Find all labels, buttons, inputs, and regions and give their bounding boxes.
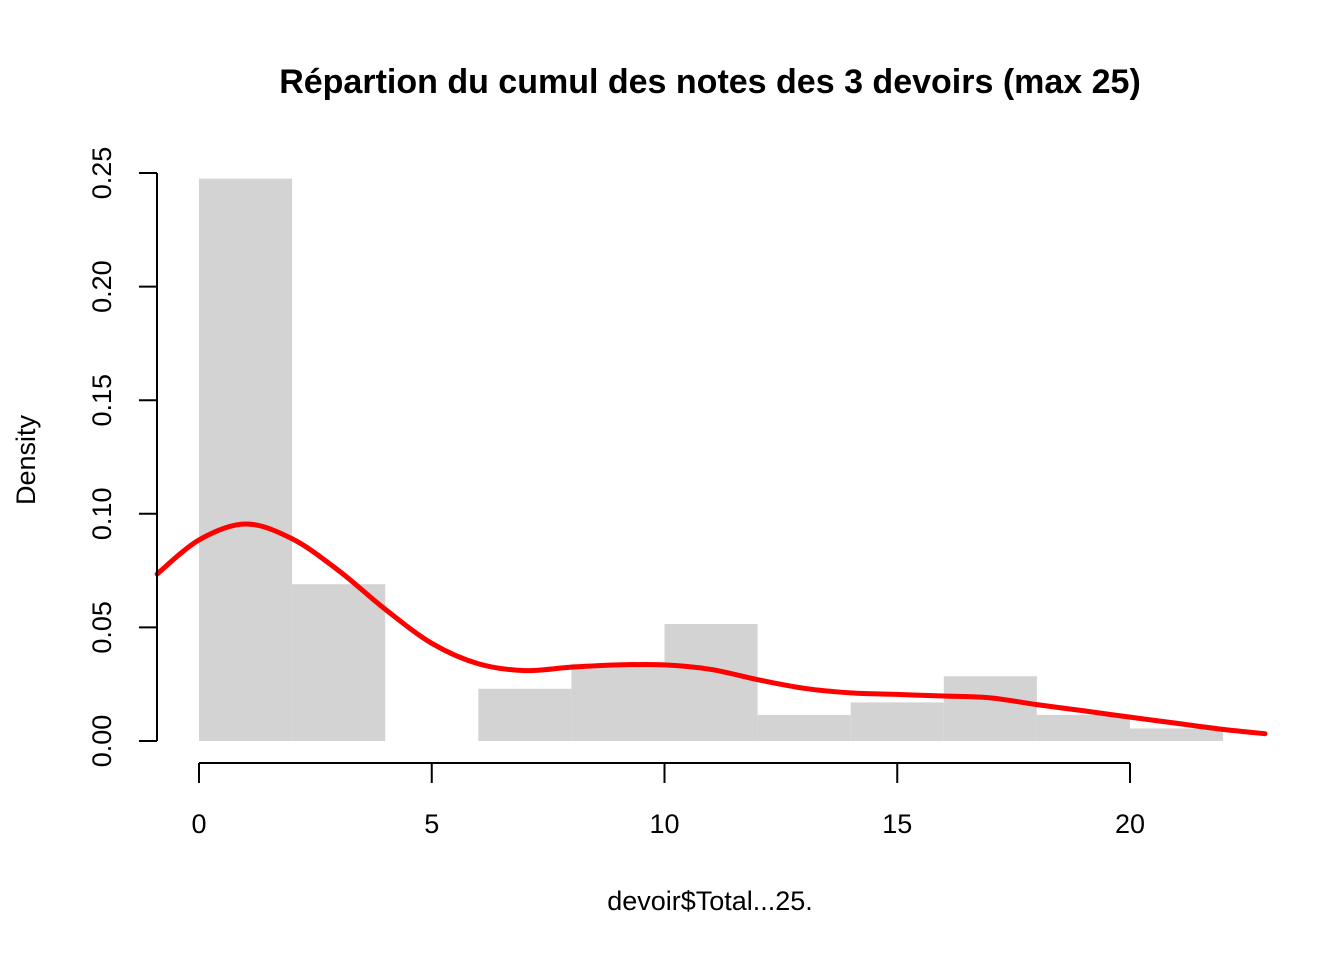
histogram-bar-10 [1130, 728, 1224, 741]
density-curve [154, 521, 1268, 737]
x-tick-label-4: 20 [1115, 809, 1145, 839]
histogram-bar-0 [199, 178, 293, 741]
histogram-bar-5 [664, 623, 758, 741]
histogram-bar-4 [571, 663, 665, 741]
density-curve-layer [154, 521, 1268, 737]
x-tick-label-1: 5 [424, 809, 439, 839]
histogram-bar-6 [757, 714, 851, 741]
x-tick-label-2: 10 [649, 809, 679, 839]
y-axis: 0.00 0.05 0.10 0.15 0.20 0.25 [87, 147, 158, 768]
histogram-bar-9 [1036, 714, 1130, 741]
x-axis: 0 5 10 15 20 [191, 762, 1145, 839]
y-tick-label-4: 0.20 [87, 260, 117, 313]
x-tick-label-3: 15 [882, 809, 912, 839]
histogram-bar-8 [943, 676, 1037, 741]
x-tick-label-0: 0 [191, 809, 206, 839]
y-axis-label: Density [11, 414, 41, 505]
y-tick-label-3: 0.15 [87, 374, 117, 427]
x-axis-label: devoir$Total...25. [607, 886, 813, 916]
chart-title: Répartion du cumul des notes des 3 devoi… [279, 63, 1141, 101]
histogram-bar-3 [478, 688, 572, 741]
y-tick-label-5: 0.25 [87, 147, 117, 200]
histogram-bars [199, 178, 1224, 741]
y-tick-label-0: 0.00 [87, 715, 117, 768]
histogram-bar-1 [292, 584, 386, 741]
y-tick-label-1: 0.05 [87, 601, 117, 654]
y-tick-label-2: 0.10 [87, 488, 117, 541]
histogram-bar-7 [850, 702, 944, 741]
